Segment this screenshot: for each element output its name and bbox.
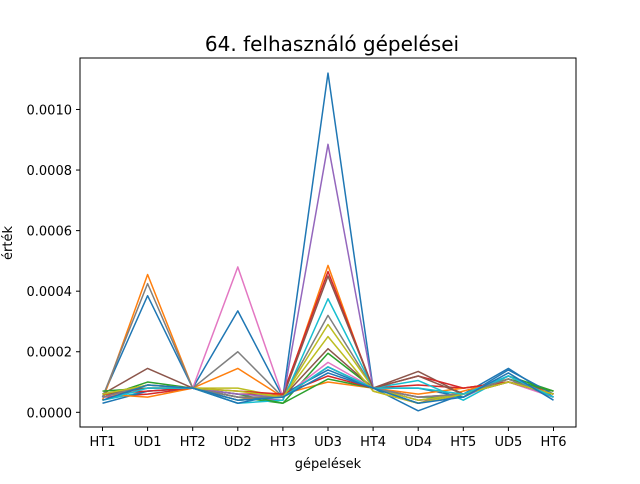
series-layer	[101, 72, 554, 412]
x-tick-label: HT3	[270, 435, 296, 450]
x-tick-label: HT1	[90, 435, 116, 450]
y-tick-label: 0.0000	[27, 406, 73, 421]
x-axis-label: gépelések	[295, 457, 362, 472]
x-tick-label: HT5	[450, 435, 476, 450]
y-axis-ticks: 0.0000 0.0002 0.0004 0.0006 0.0008 0.0010	[27, 103, 80, 421]
y-tick-label: 0.0002	[27, 346, 73, 361]
y-axis-label: érték	[1, 226, 16, 260]
x-tick-label: HT4	[360, 435, 386, 450]
x-tick-label: UD5	[495, 435, 523, 450]
series-line-2	[101, 264, 554, 404]
series-line-20	[102, 372, 554, 404]
x-tick-label: UD2	[224, 435, 252, 450]
x-tick-label: HT6	[541, 435, 567, 450]
series-line-19	[102, 366, 554, 401]
x-tick-label: UD3	[314, 435, 342, 450]
y-tick-label: 0.0004	[27, 285, 73, 300]
y-tick-label: 0.0006	[27, 225, 73, 240]
y-tick-label: 0.0010	[27, 103, 73, 118]
chart-title: 64. felhasználó gépelései	[205, 32, 459, 56]
y-tick-label: 0.0008	[27, 164, 73, 179]
series-line-1	[101, 72, 554, 412]
x-axis-ticks: HT1 UD1 HT2 UD2 HT3 UD3 HT4 UD4 HT5 UD5 HT6	[90, 427, 567, 450]
x-tick-label: HT2	[180, 435, 206, 450]
x-tick-label: UD1	[134, 435, 162, 450]
plot-frame	[79, 57, 577, 428]
x-tick-label: UD4	[404, 435, 432, 450]
series-line-14	[102, 375, 554, 395]
